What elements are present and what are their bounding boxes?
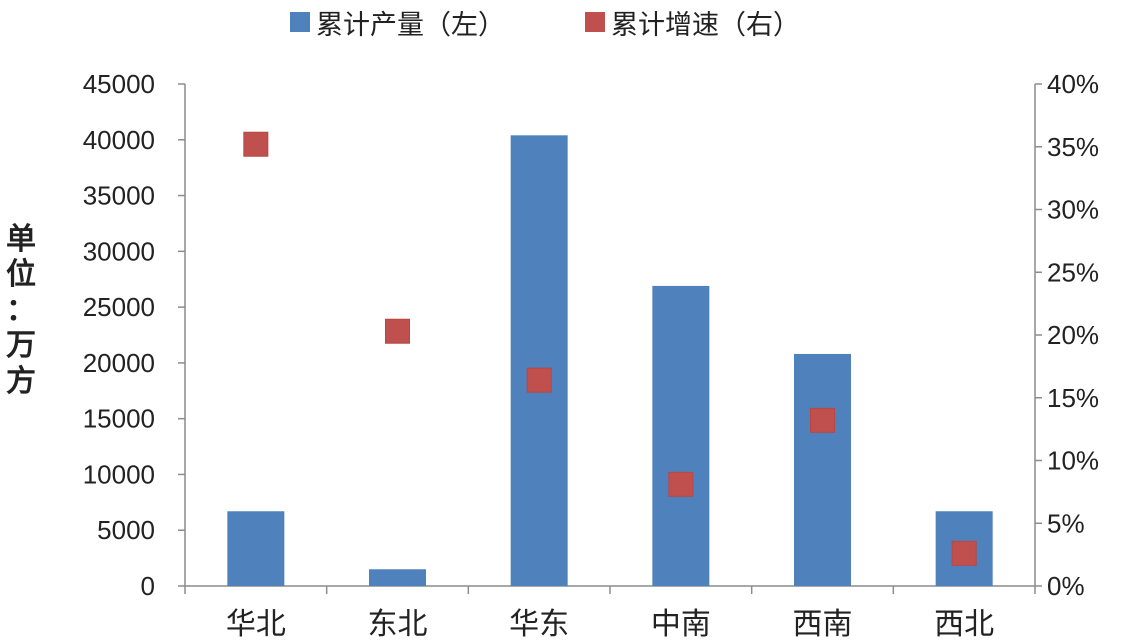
x-tick-label: 东北 bbox=[368, 607, 428, 642]
growth-marker bbox=[385, 318, 410, 344]
unit-char: 单 bbox=[6, 222, 36, 257]
unit-char: 万 bbox=[6, 328, 36, 364]
bar bbox=[227, 511, 285, 586]
x-tick-label: 中南 bbox=[651, 607, 711, 642]
y-tick-label: 30000 bbox=[83, 236, 155, 266]
y-tick-label: 35000 bbox=[83, 181, 155, 211]
bar bbox=[510, 135, 568, 586]
y2-tick-label: 35% bbox=[1047, 132, 1099, 162]
legend-label-growth: 累计增速（右） bbox=[611, 9, 800, 41]
y-tick-label: 5000 bbox=[97, 515, 155, 545]
y-tick-label: 40000 bbox=[83, 125, 155, 155]
y-tick-label: 0 bbox=[141, 571, 155, 601]
y-tick-label: 25000 bbox=[83, 292, 155, 322]
legend-item-growth: 累计增速（右） bbox=[585, 2, 800, 42]
x-tick-label: 华北 bbox=[226, 607, 286, 642]
bar bbox=[794, 353, 851, 586]
growth-marker bbox=[951, 540, 977, 566]
legend-swatch-growth bbox=[585, 12, 605, 32]
x-tick-label: 西北 bbox=[934, 607, 994, 642]
y-tick-label: 20000 bbox=[83, 348, 155, 378]
y2-tick-label: 30% bbox=[1047, 195, 1099, 225]
y-axis-unit-label: 单 位 ： 万 方 bbox=[4, 222, 38, 399]
growth-marker bbox=[668, 471, 694, 497]
bar bbox=[369, 569, 426, 586]
y-tick-label: 45000 bbox=[83, 69, 155, 99]
y-tick-label: 15000 bbox=[83, 404, 155, 434]
y2-tick-label: 0% bbox=[1047, 571, 1085, 601]
bar bbox=[652, 285, 710, 586]
y2-tick-label: 20% bbox=[1047, 320, 1099, 350]
legend-item-production: 累计产量（左） bbox=[290, 2, 505, 42]
y2-tick-label: 5% bbox=[1047, 508, 1085, 538]
unit-char: ： bbox=[6, 292, 36, 328]
legend-swatch-production bbox=[290, 12, 310, 32]
y2-tick-label: 40% bbox=[1047, 69, 1099, 99]
y2-tick-label: 15% bbox=[1047, 383, 1099, 413]
growth-marker bbox=[810, 407, 835, 433]
unit-char: 位 bbox=[6, 257, 36, 293]
x-tick-label: 西南 bbox=[793, 607, 853, 642]
growth-marker bbox=[243, 131, 269, 157]
growth-marker bbox=[526, 367, 552, 393]
unit-char: 方 bbox=[6, 363, 36, 399]
legend-label-production: 累计产量（左） bbox=[316, 9, 505, 41]
y2-tick-label: 25% bbox=[1047, 257, 1099, 287]
legend: 累计产量（左） 累计增速（右） bbox=[0, 2, 1126, 42]
x-tick-label: 华东 bbox=[509, 607, 569, 642]
y2-tick-label: 10% bbox=[1047, 446, 1099, 476]
y-tick-label: 10000 bbox=[83, 459, 155, 489]
